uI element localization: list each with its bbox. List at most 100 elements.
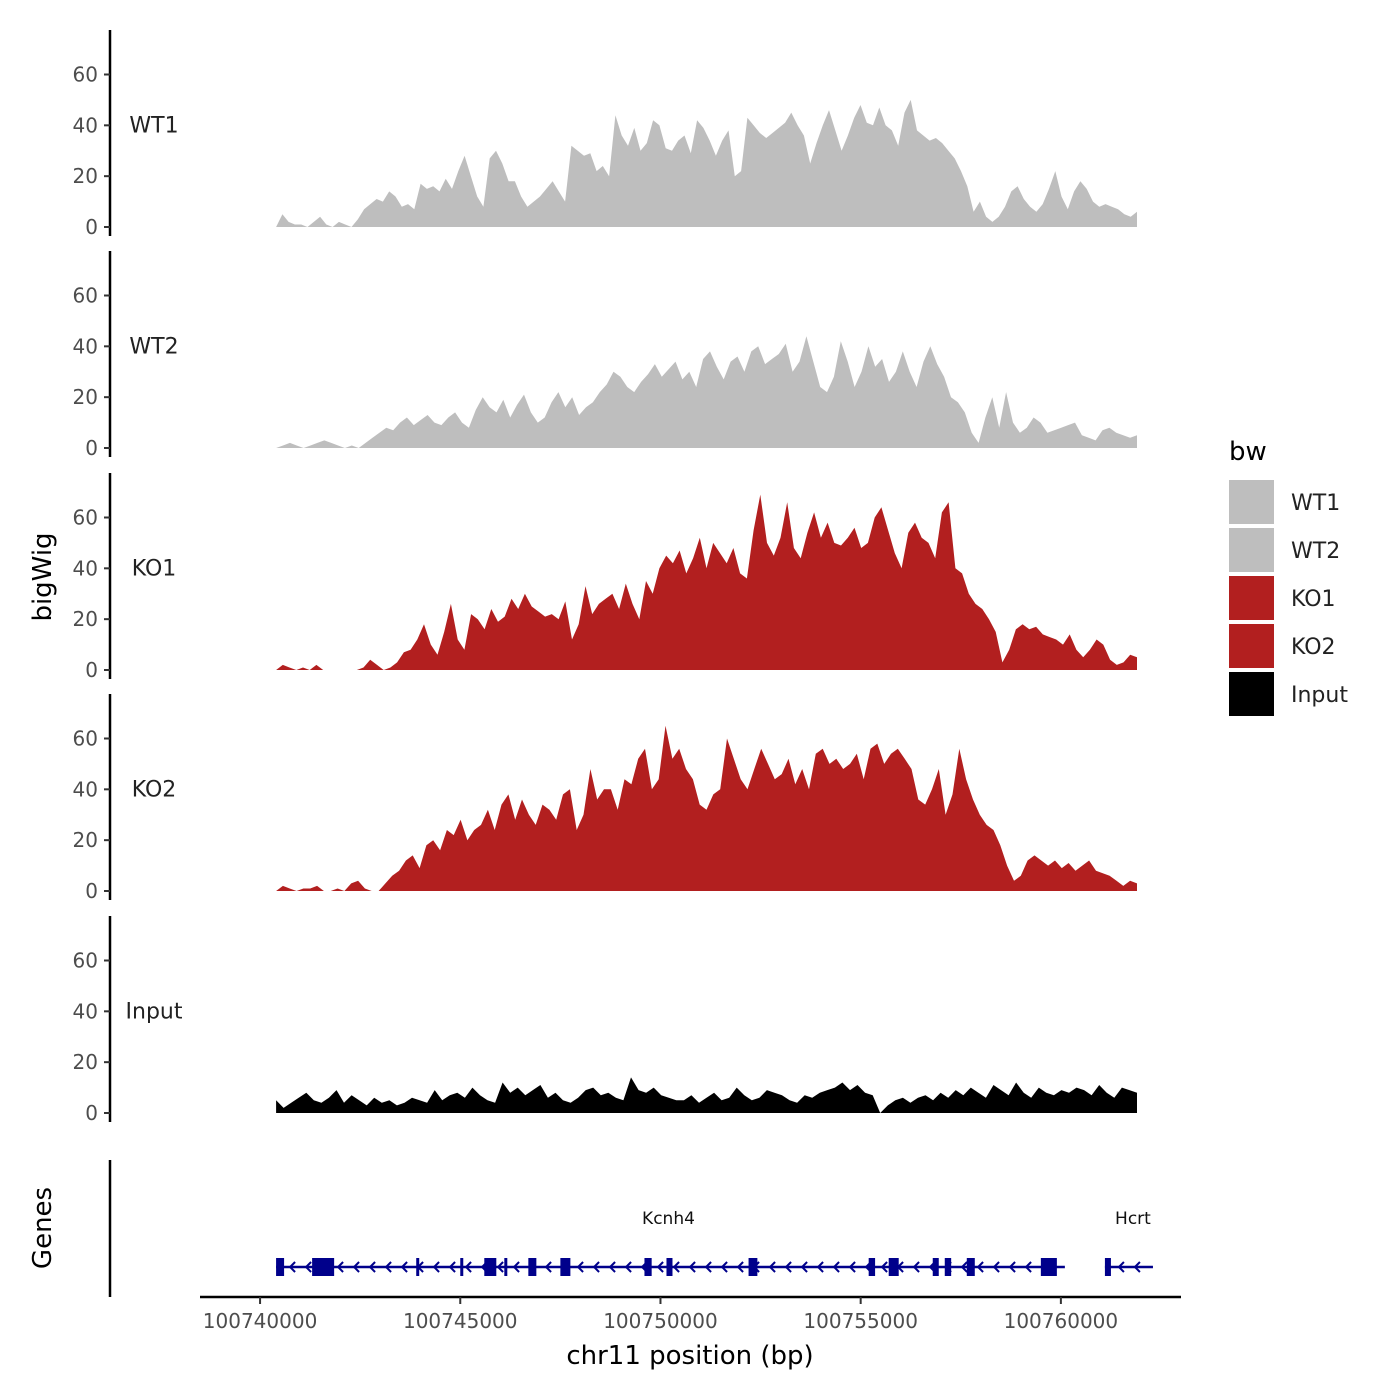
y-tick-label: 0	[85, 436, 98, 460]
x-tick-label: 100750000	[603, 1309, 718, 1333]
strand-arrow	[1024, 1261, 1032, 1273]
strand-arrow	[832, 1261, 840, 1273]
strand-arrow	[800, 1261, 808, 1273]
x-tick-label: 100740000	[203, 1309, 318, 1333]
legend-key-ko2	[1229, 624, 1274, 668]
x-tick-label: 100745000	[403, 1309, 518, 1333]
strand-arrow	[1008, 1261, 1016, 1273]
strand-arrow	[576, 1261, 584, 1273]
exon	[276, 1258, 285, 1276]
strand-arrow	[464, 1261, 472, 1273]
y-tick-label: 60	[73, 506, 98, 530]
track-wt1: 0 20 40 60 WT1	[73, 30, 1138, 239]
track-label: Input	[126, 1000, 183, 1025]
gene-kcnh4: Kcnh4	[276, 1209, 1065, 1276]
strand-arrow	[656, 1261, 664, 1273]
y-tick-label: 60	[73, 284, 98, 308]
legend-key-wt1	[1229, 480, 1274, 524]
y-tick-label: 40	[73, 334, 98, 358]
y-tick-label: 60	[73, 727, 98, 751]
y-tick-label: 0	[85, 879, 98, 903]
x-axis-title: chr11 position (bp)	[566, 1341, 813, 1371]
strand-arrow	[992, 1261, 1000, 1273]
y-tick-label: 20	[73, 607, 98, 631]
signal-tracks: 0 20 40 60 WT1 0 20 40 60 WT2 0 20 40 60 KO1 0 20 40 60 KO2…	[73, 30, 1138, 1125]
exon	[944, 1258, 952, 1276]
signal-area-wt2	[276, 336, 1138, 448]
y-tick-label: 20	[73, 385, 98, 409]
y-tick-label: 0	[85, 658, 98, 682]
y-tick-label: 60	[73, 949, 98, 973]
strand-arrow	[352, 1261, 360, 1273]
strand-arrow	[432, 1261, 440, 1273]
exon	[528, 1258, 537, 1276]
x-tick-label: 100755000	[803, 1309, 918, 1333]
legend-key-ko1	[1229, 576, 1274, 620]
legend-key-input	[1229, 672, 1274, 716]
exon	[1104, 1258, 1111, 1276]
strand-arrow	[672, 1261, 680, 1273]
y-tick-label: 20	[73, 1050, 98, 1074]
strand-arrow	[368, 1261, 376, 1273]
track-ko2: 0 20 40 60 KO2	[73, 694, 1138, 903]
track-label: KO1	[132, 557, 177, 582]
exon	[504, 1258, 508, 1276]
exon	[888, 1258, 899, 1276]
strand-arrow	[544, 1261, 552, 1273]
y-axis-title: bigWig	[28, 532, 58, 621]
strand-arrow	[848, 1261, 856, 1273]
y-tick-label: 0	[85, 1101, 98, 1125]
strand-arrow	[384, 1261, 392, 1273]
strand-arrow	[976, 1261, 984, 1273]
strand-arrow	[624, 1261, 632, 1273]
exon	[644, 1258, 652, 1276]
signal-area-wt1	[276, 99, 1138, 227]
legend-label: KO2	[1291, 635, 1336, 660]
strand-arrow	[784, 1261, 792, 1273]
y-tick-label: 40	[73, 777, 98, 801]
exon	[932, 1258, 939, 1276]
strand-arrow	[288, 1261, 296, 1273]
track-ko1: 0 20 40 60 KO1	[73, 473, 1138, 682]
strand-arrow	[400, 1261, 408, 1273]
gene-label: Kcnh4	[642, 1209, 695, 1229]
x-axis: 100740000 100745000 100750000 100755000 1007…	[200, 1295, 1181, 1333]
strand-arrow	[304, 1261, 312, 1273]
exon	[416, 1258, 420, 1276]
track-wt2: 0 20 40 60 WT2	[73, 251, 1138, 460]
legend-label: WT1	[1291, 491, 1340, 516]
strand-arrow	[688, 1261, 696, 1273]
strand-arrow	[496, 1261, 504, 1273]
strand-arrow	[960, 1261, 968, 1273]
track-input: 0 20 40 60 Input	[73, 916, 1138, 1125]
signal-area-input	[276, 1077, 1138, 1113]
track-label: WT2	[129, 335, 178, 360]
strand-arrow	[720, 1261, 728, 1273]
exon	[312, 1258, 335, 1276]
track-label: WT1	[129, 114, 178, 139]
exon	[666, 1258, 673, 1276]
exon	[748, 1258, 758, 1276]
y-tick-label: 60	[73, 63, 98, 87]
exon	[484, 1258, 497, 1276]
strand-arrow	[704, 1261, 712, 1273]
strand-arrow	[816, 1261, 824, 1273]
y-tick-label: 20	[73, 164, 98, 188]
gene-hcrt: Hcrt	[1104, 1209, 1153, 1276]
y-tick-label: 40	[73, 113, 98, 137]
legend-label: Input	[1291, 683, 1348, 708]
gene-label: Hcrt	[1115, 1209, 1151, 1229]
strand-arrow	[592, 1261, 600, 1273]
exon	[1040, 1258, 1057, 1276]
exon	[560, 1258, 571, 1276]
strand-arrow	[1117, 1261, 1125, 1273]
y-tick-label: 40	[73, 556, 98, 580]
exon	[460, 1258, 464, 1276]
strand-arrow	[768, 1261, 776, 1273]
strand-arrow	[1133, 1261, 1141, 1273]
strand-arrow	[336, 1261, 344, 1273]
y-tick-label: 40	[73, 999, 98, 1023]
y-tick-label: 0	[85, 215, 98, 239]
strand-arrow	[512, 1261, 520, 1273]
